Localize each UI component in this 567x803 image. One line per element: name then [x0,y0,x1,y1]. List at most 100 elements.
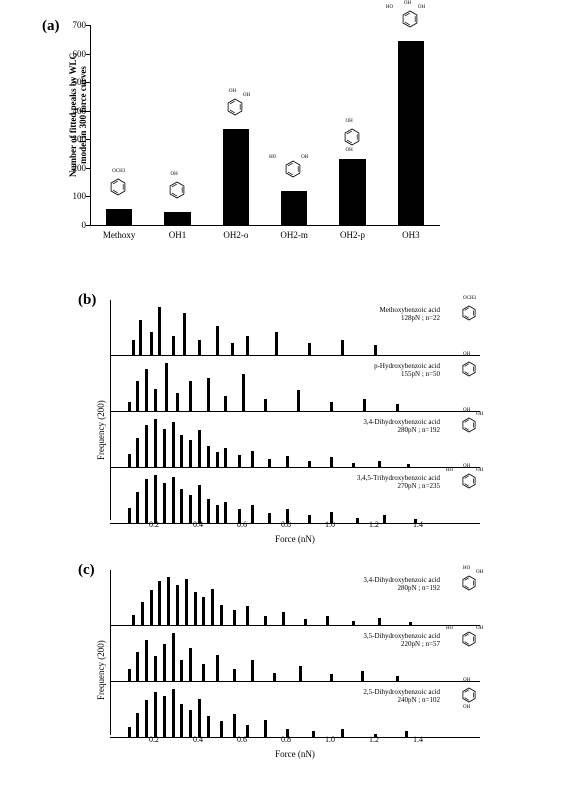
hist-row: 3,4-Dihydroxybenzoic acid280pN ; n=192OH… [110,412,480,468]
hist-bar [165,363,168,411]
hist-bar [207,446,210,467]
hist-bar [198,430,201,467]
x-title: Force (nN) [275,534,315,544]
molecule-icon: OCH3 [460,304,478,322]
molecule-icon: OCH3 [108,177,128,197]
hist-bar [172,633,175,681]
hist-bar [132,340,135,355]
hist-bar [150,332,153,355]
chart-a-y-title: Number of fitted peaks by WLC model in 3… [68,15,88,215]
molecule-icon: OHOH [342,127,362,147]
hist-bar [330,402,333,411]
hist-bar [308,343,311,355]
hist-b-y-title: Frequency (200) [96,400,106,460]
hist-bar [251,451,254,467]
hist-bar [299,666,302,681]
hist-bar [128,402,131,411]
bar-chart-a: 0100200300400500600700 MethoxyOH1OH2-oOH… [90,25,460,255]
hist-bar [189,440,192,467]
molecule-icon: OHOH [460,416,478,434]
hist-bar [216,326,219,355]
hist-bar [189,710,192,737]
hist-bar [238,455,241,467]
hist-bar [128,454,131,467]
hist-bar [330,674,333,681]
figure-page: { "panels": { "a": "(a)", "b": "(b)", "c… [0,0,567,803]
hist-bar [216,655,219,681]
hist-bar [275,332,278,355]
category-label: Methoxy [101,230,137,240]
molecule-icon: OH [167,180,187,200]
hist-bar [158,307,161,355]
hist-bar [308,461,311,467]
hist-bar [211,589,214,625]
hist-bar [154,692,157,737]
hist-bar [189,495,192,523]
hist-row: 3,4-Dihydroxybenzoic acid280pN ; n=192HO… [110,570,480,626]
hist-bar [220,605,223,625]
panel-a-label: (a) [42,18,60,35]
hist-bar [330,457,333,467]
hist-bar [202,597,205,625]
hist-bar [233,714,236,737]
hist-bar [158,581,161,625]
row-label: 3,4-Dihydroxybenzoic acid280pN ; n=192 [363,576,440,593]
hist-bar [407,464,410,467]
bar [223,129,249,225]
category-label: OH2-m [276,230,312,240]
bar [106,209,132,225]
hist-row: 3,5-Dihydroxybenzoic acid220pN ; n=57 HOO… [110,626,480,682]
bar [339,159,365,225]
hist-bar [282,612,285,625]
bar [164,212,190,225]
hist-bar [176,585,179,625]
hist-bar [194,592,197,625]
hist-bar [198,699,201,737]
x-tick: 0.4 [193,520,203,529]
x-axis [90,225,440,226]
hist-bar [207,716,210,737]
x-tick: 1.0 [325,520,335,529]
hist-bar [141,602,144,625]
hist-bar [136,381,139,411]
x-tick: 1.2 [369,735,379,744]
hist-bar [172,689,175,737]
panel-b-label: (b) [78,292,96,309]
hist-bar [163,696,166,737]
hist-row: p-Hydroxybenzoic acid155pN ; n=50OH [110,356,480,412]
hist-bar [145,640,148,681]
hist-bar [396,676,399,681]
histogram-b: Methoxybenzoic acid128pN ; n=22OCH3p-Hyd… [110,300,480,524]
molecule-icon: HOOHOH [460,472,478,490]
hist-bar [167,577,170,625]
hist-bar [246,336,249,355]
molecule-icon: HOOH [460,630,478,648]
molecule-icon: OHOH [460,686,478,704]
hist-bar [185,579,188,625]
hist-bar [233,610,236,625]
hist-bar [341,340,344,355]
hist-bar [273,673,276,681]
x-tick: 1.4 [413,735,423,744]
panel-c-label: (c) [78,562,95,579]
hist-bar [396,404,399,412]
hist-bar [172,477,175,523]
hist-bar [363,399,366,411]
hist-bar [136,652,139,681]
hist-bar [128,669,131,681]
hist-bar [352,621,355,625]
molecule-icon: HOOH [283,159,303,179]
hist-bar [136,438,139,467]
hist-bar [242,374,245,412]
hist-bar [154,656,157,681]
row-label: 3,5-Dihydroxybenzoic acid220pN ; n=57 [363,632,440,649]
hist-bar [154,419,157,467]
histogram-c: 3,4-Dihydroxybenzoic acid280pN ; n=192 HO… [110,570,480,738]
x-tick: 0.2 [149,735,159,744]
x-tick: 0.6 [237,735,247,744]
x-tick: 0.8 [281,520,291,529]
hist-bar [139,320,142,355]
molecule-icon: HOOHOH [400,9,420,29]
hist-bar [198,485,201,523]
hist-bar [180,435,183,467]
